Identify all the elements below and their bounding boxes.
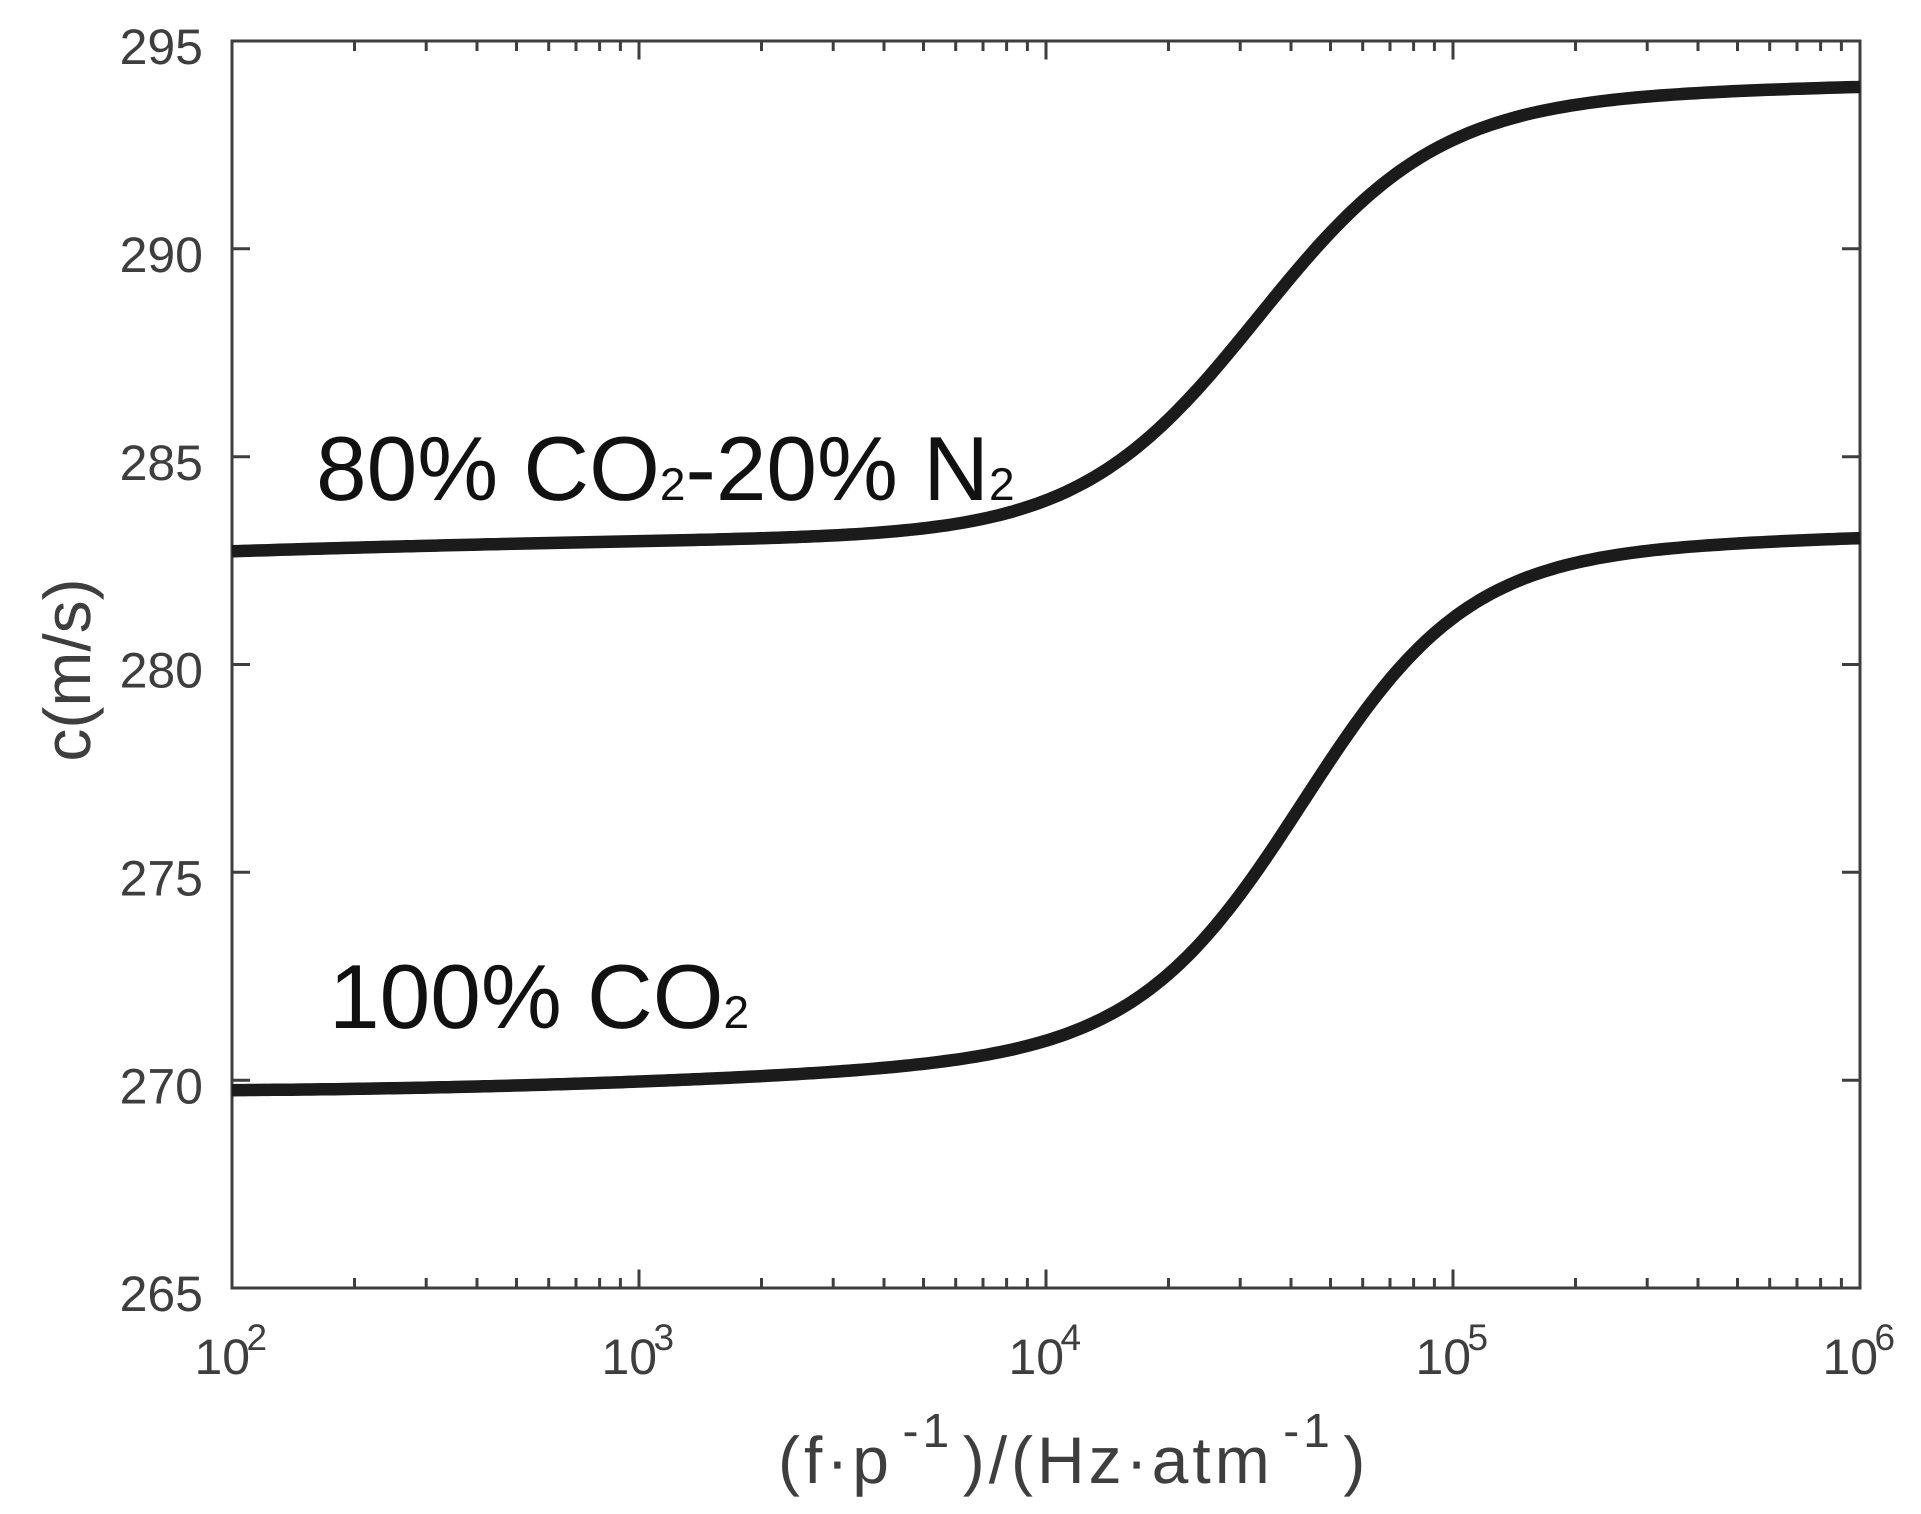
svg-text:285: 285 [120, 435, 203, 491]
svg-text:c(m/s): c(m/s) [30, 578, 104, 761]
svg-text:10: 10 [602, 1329, 658, 1385]
svg-text:3: 3 [654, 1317, 675, 1358]
svg-text:275: 275 [120, 851, 203, 907]
svg-text:10: 10 [195, 1329, 251, 1385]
svg-text:280: 280 [120, 643, 203, 699]
svg-text:265: 265 [120, 1266, 203, 1322]
svg-text:290: 290 [120, 227, 203, 283]
svg-text:4: 4 [1061, 1317, 1082, 1358]
svg-text:5: 5 [1468, 1317, 1489, 1358]
svg-text:6: 6 [1875, 1317, 1896, 1358]
svg-text:100% CO2: 100% CO2 [329, 947, 749, 1048]
svg-text:295: 295 [120, 19, 203, 75]
svg-text:2: 2 [247, 1317, 268, 1358]
svg-text:270: 270 [120, 1058, 203, 1114]
svg-text:10: 10 [1416, 1329, 1472, 1385]
svg-text:10: 10 [1009, 1329, 1065, 1385]
svg-text:10: 10 [1823, 1329, 1879, 1385]
